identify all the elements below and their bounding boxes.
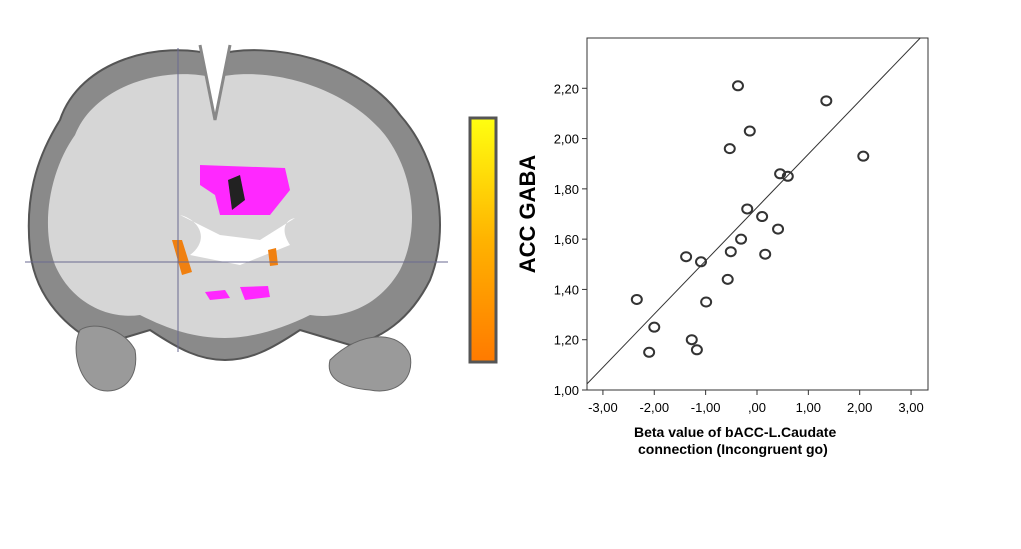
point (721, 273, 734, 285)
y-tick-label: 2,00 (554, 132, 579, 147)
point (723, 143, 736, 155)
fit-line (586, 37, 921, 385)
y-axis-label: ACC GABA (515, 155, 540, 274)
y-tick-label: 1,60 (554, 232, 579, 247)
point (756, 211, 769, 223)
x-tick-label: 1,00 (796, 400, 821, 415)
x-tick-label: -3,00 (588, 400, 618, 415)
point (700, 296, 713, 308)
point (695, 256, 708, 268)
y-tick-label: 1,80 (554, 182, 579, 197)
point (648, 321, 661, 333)
point (781, 170, 794, 182)
point (857, 150, 870, 162)
point (743, 125, 756, 137)
x-tick-label: -2,00 (639, 400, 669, 415)
point (724, 246, 737, 258)
brain-image (20, 40, 450, 400)
x-tick-label: -1,00 (691, 400, 721, 415)
point (772, 223, 785, 235)
point (774, 168, 787, 180)
x-tick-label: 3,00 (898, 400, 923, 415)
point (685, 334, 698, 346)
point (680, 251, 693, 263)
y-tick-label: 1,40 (554, 282, 579, 297)
point (630, 293, 643, 305)
x-axis-label: Beta value of bACC-L.Caudate (634, 424, 836, 440)
x-tick-label: 2,00 (847, 400, 872, 415)
point (735, 233, 748, 245)
point (643, 346, 656, 358)
y-tick-label: 1,00 (554, 383, 579, 398)
x-tick-label: ,00 (748, 400, 766, 415)
point (690, 344, 703, 356)
y-tick-label: 1,20 (554, 333, 579, 348)
point (731, 80, 744, 92)
colorbar (468, 116, 498, 364)
x-axis-label: connection (Incongruent go) (638, 441, 828, 457)
point (741, 203, 754, 215)
y-tick-label: 2,20 (554, 81, 579, 96)
point (820, 95, 833, 107)
point (759, 248, 772, 260)
